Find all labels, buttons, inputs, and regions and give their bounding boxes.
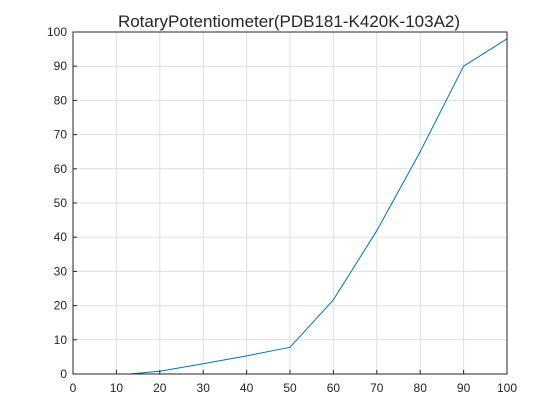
y-tick-label: 10	[54, 333, 68, 347]
y-tick-label: 60	[54, 162, 68, 176]
x-tick-label: 70	[370, 381, 384, 395]
chart-title: RotaryPotentiometer(PDB181-K420K-103A2)	[118, 12, 460, 31]
x-axis-ticks: 0 10 20 30 40 50 60 70 80 90 100	[70, 370, 517, 395]
y-tick-label: 90	[54, 59, 68, 73]
y-tick-label: 70	[54, 128, 68, 142]
x-tick-label: 20	[153, 381, 167, 395]
y-grid	[73, 65, 507, 341]
x-tick-label: 50	[283, 381, 297, 395]
y-tick-label: 100	[47, 25, 67, 39]
y-axis-ticks: 0 10 20 30 40 50 60 70 80 90 100	[47, 25, 77, 381]
y-tick-label: 20	[54, 299, 68, 313]
x-tick-label: 30	[197, 381, 211, 395]
y-tick-label: 40	[54, 230, 68, 244]
y-tick-label: 80	[54, 93, 68, 107]
x-tick-label: 100	[497, 381, 517, 395]
x-tick-label: 10	[110, 381, 124, 395]
x-tick-label: 60	[327, 381, 341, 395]
x-tick-label: 90	[457, 381, 471, 395]
y-tick-label: 50	[54, 196, 68, 210]
x-tick-label: 0	[70, 381, 77, 395]
x-tick-label: 80	[414, 381, 428, 395]
x-tick-label: 40	[240, 381, 254, 395]
y-tick-label: 0	[60, 367, 67, 381]
y-tick-label: 30	[54, 264, 68, 278]
